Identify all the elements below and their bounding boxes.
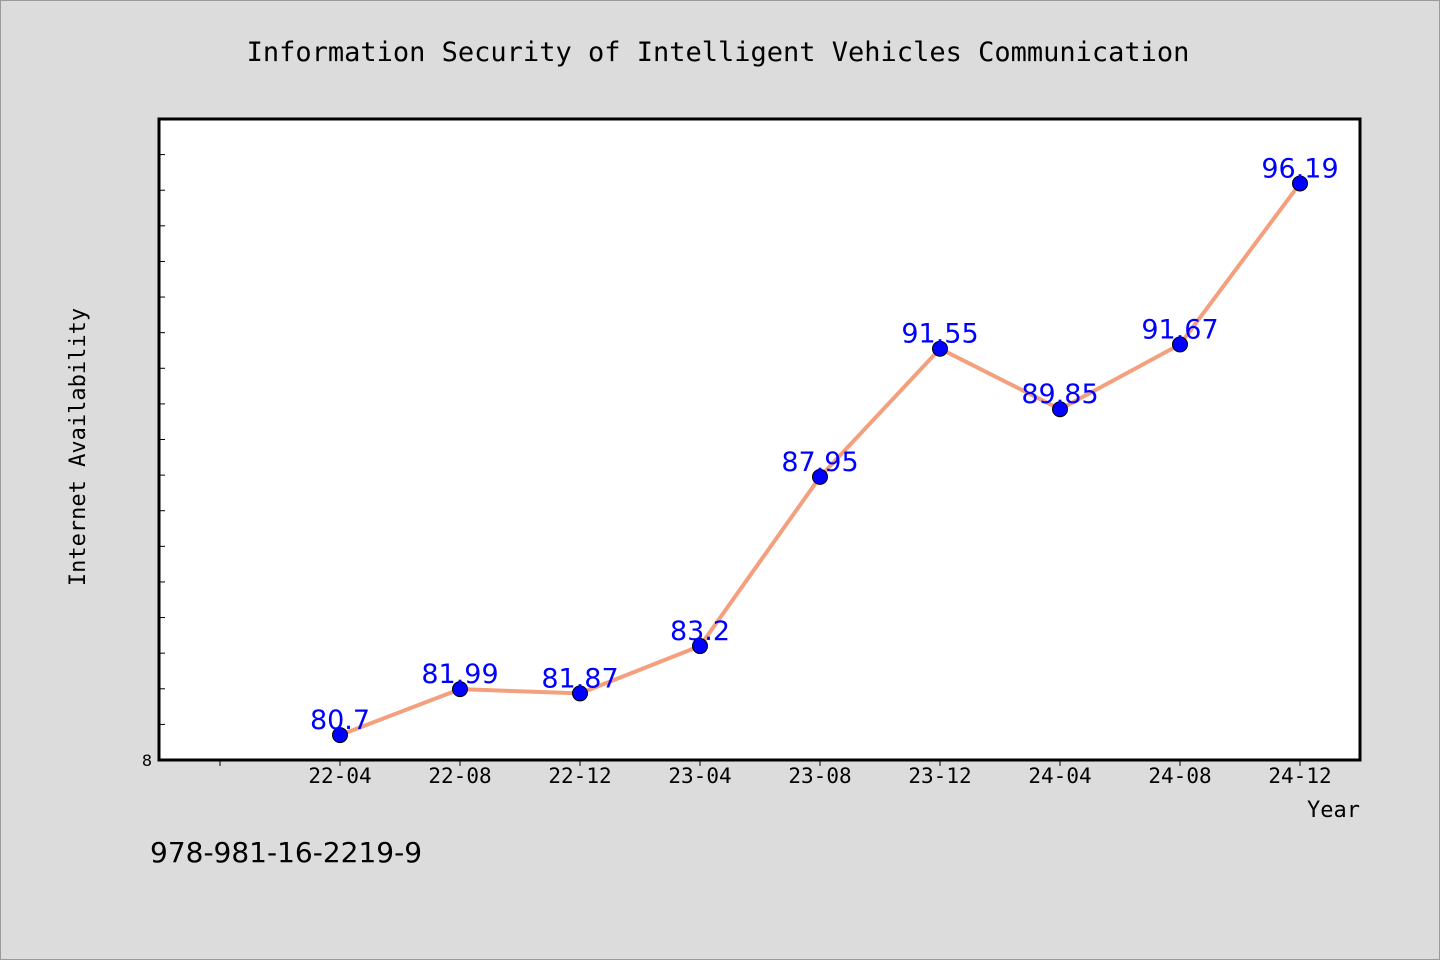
plot-area [157,117,1362,762]
data-point [332,727,348,744]
data-label: 83.2 [670,616,730,647]
x-tick-label: 22-12 [548,764,611,788]
data-point [812,468,828,485]
x-tick-label: 24-12 [1268,764,1331,788]
data-label: 96.19 [1261,153,1338,184]
chart-title: Information Security of Intelligent Vehi… [247,37,1190,68]
x-tick-label: 24-08 [1148,764,1211,788]
data-label: 81.87 [541,663,618,694]
data-point [692,638,708,655]
x-tick-label: 23-08 [788,764,851,788]
x-tick-label: 22-04 [308,764,371,788]
data-label: 91.67 [1141,314,1218,345]
data-label: 81.99 [421,659,498,690]
x-tick-label: 22-08 [428,764,491,788]
data-point [572,685,588,702]
x-axis-ticks [219,761,1301,766]
x-tick-label: 23-04 [668,764,731,788]
data-point [1052,401,1068,418]
data-point [452,681,468,698]
data-label: 80.7 [310,705,370,736]
x-tick-label: 24-04 [1028,764,1091,788]
x-tick-label: 23-12 [908,764,971,788]
data-label: 89.85 [1021,379,1098,410]
data-point [932,340,948,357]
footer-text: 978-981-16-2219-9 [150,836,422,869]
y-axis-ticks [159,154,165,725]
x-axis-tick-labels: 22-04 22-08 22-12 23-04 23-08 23-12 24-04 24-08… [308,764,1331,788]
y-axis-label: Internet Availability [66,308,91,586]
y-tick-label: 8 [142,751,152,770]
data-label: 87.95 [781,447,858,478]
data-point [1292,175,1308,192]
data-label: 91.55 [901,319,978,350]
data-labels: 80.7 81.99 81.87 83.2 87.95 91.55 89.85 91.67 96… [310,153,1339,736]
x-axis-label: Year [1307,798,1360,823]
data-markers [332,175,1308,744]
data-point [1172,336,1188,353]
